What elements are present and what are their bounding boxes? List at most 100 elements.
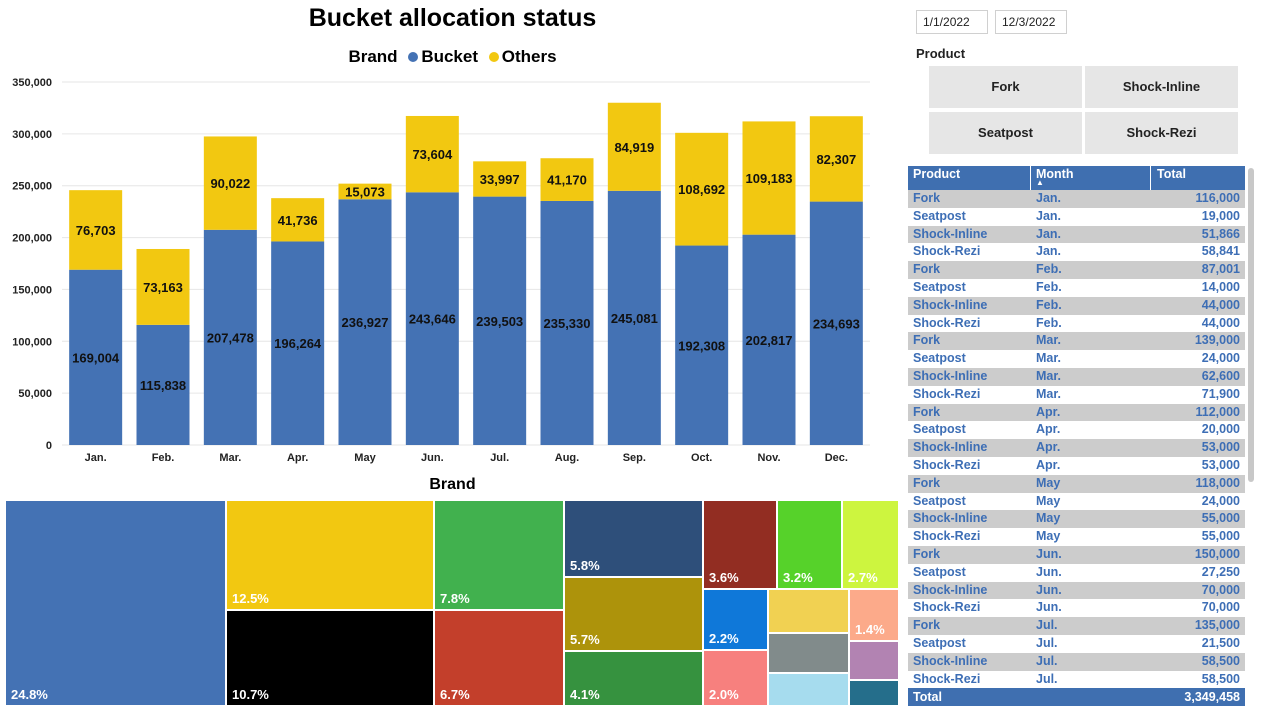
- bar-bucket[interactable]: [405, 192, 459, 445]
- treemap-tile[interactable]: [768, 673, 849, 706]
- bar-bucket[interactable]: [809, 201, 863, 445]
- treemap-tile[interactable]: 1.4%: [849, 589, 899, 641]
- treemap-tile[interactable]: 6.7%: [434, 610, 564, 706]
- table-row[interactable]: Seatpost Jun. 27,250: [908, 563, 1245, 582]
- product-month-table[interactable]: Product Month ▲ Total Fork Jan. 116,000 Sea…: [908, 166, 1245, 706]
- table-row[interactable]: Fork May 118,000: [908, 474, 1245, 493]
- data-label-bucket: 235,330: [544, 316, 591, 331]
- treemap-tile[interactable]: [768, 589, 849, 633]
- table-row[interactable]: Fork Jul. 135,000: [908, 617, 1245, 635]
- table-row[interactable]: Fork Feb. 87,001: [908, 261, 1245, 279]
- bar-others[interactable]: [809, 116, 863, 202]
- treemap-tile-label: 5.8%: [570, 558, 600, 573]
- column-header-total[interactable]: Total: [1157, 167, 1186, 181]
- treemap-tile[interactable]: 5.7%: [564, 577, 703, 651]
- table-row[interactable]: Shock-Inline Feb. 44,000: [908, 296, 1245, 315]
- table-row[interactable]: Shock-Inline Jan. 51,866: [908, 225, 1245, 244]
- table-scrollbar[interactable]: [1248, 168, 1254, 482]
- table-row[interactable]: Fork Jan. 116,000: [908, 190, 1245, 208]
- treemap-tile[interactable]: 7.8%: [434, 500, 564, 610]
- table-row[interactable]: Shock-Rezi Mar. 71,900: [908, 385, 1245, 404]
- cell-total: 58,500: [1201, 671, 1240, 686]
- treemap-tile[interactable]: 2.7%: [842, 500, 899, 589]
- bar-bucket[interactable]: [271, 241, 325, 445]
- table-row[interactable]: Shock-Rezi Jun. 70,000: [908, 599, 1245, 618]
- bar-bucket[interactable]: [742, 234, 796, 445]
- treemap-tile[interactable]: [849, 641, 899, 680]
- treemap-tile[interactable]: [768, 633, 849, 673]
- bar-bucket[interactable]: [540, 200, 594, 445]
- table-row[interactable]: Fork Jun. 150,000: [908, 546, 1245, 564]
- table-row[interactable]: Seatpost May 24,000: [908, 492, 1245, 511]
- table-row[interactable]: Seatpost Feb. 14,000: [908, 279, 1245, 297]
- bar-bucket[interactable]: [203, 229, 257, 445]
- stacked-bar-chart[interactable]: 0 50,000 100,000 150,000 200,000 250,000 300,0…: [0, 70, 905, 470]
- cell-product: Fork: [913, 618, 941, 633]
- bar-others[interactable]: [540, 158, 594, 201]
- treemap-tile[interactable]: 2.0%: [703, 650, 768, 706]
- cell-total: 116,000: [1195, 191, 1241, 205]
- table-row[interactable]: Shock-Inline May 55,000: [908, 510, 1245, 529]
- bar-bucket[interactable]: [675, 245, 729, 445]
- bar-others[interactable]: [742, 121, 796, 235]
- product-button-shock-inline[interactable]: Shock-Inline: [1085, 66, 1238, 108]
- table-row[interactable]: Shock-Rezi Jan. 58,841: [908, 243, 1245, 262]
- table-row[interactable]: Seatpost Jan. 19,000: [908, 207, 1245, 226]
- table-row[interactable]: Seatpost Jul. 21,500: [908, 635, 1245, 653]
- table-row[interactable]: Shock-Rezi Feb. 44,000: [908, 314, 1245, 333]
- cell-total: 112,000: [1195, 404, 1241, 419]
- cell-product: Fork: [913, 404, 941, 419]
- bar-others[interactable]: [405, 115, 459, 193]
- treemap-tile[interactable]: 3.2%: [777, 500, 842, 589]
- product-button-fork[interactable]: Fork: [929, 66, 1082, 108]
- treemap-tile[interactable]: 2.2%: [703, 589, 768, 650]
- table-row[interactable]: Shock-Rezi May 55,000: [908, 528, 1245, 546]
- table-row[interactable]: Shock-Rezi Jul. 58,500: [908, 670, 1245, 689]
- bar-others[interactable]: [473, 161, 527, 197]
- bar-others[interactable]: [338, 183, 392, 200]
- table-row[interactable]: Seatpost Mar. 24,000: [908, 350, 1245, 368]
- treemap-tile[interactable]: 5.8%: [564, 500, 703, 577]
- treemap-tile-label: 3.2%: [783, 570, 813, 585]
- table-row[interactable]: Shock-Inline Mar. 62,600: [908, 368, 1245, 386]
- bar-others[interactable]: [136, 248, 190, 325]
- treemap-tile[interactable]: 10.7%: [226, 610, 434, 706]
- bar-bucket[interactable]: [69, 269, 123, 445]
- table-row[interactable]: Seatpost Apr. 20,000: [908, 421, 1245, 440]
- bar-others[interactable]: [675, 132, 729, 246]
- table-row[interactable]: Shock-Inline Jun. 70,000: [908, 581, 1245, 600]
- bar-others[interactable]: [607, 102, 661, 191]
- table-row[interactable]: Shock-Inline Jul. 58,500: [908, 652, 1245, 671]
- data-label-others: 82,307: [816, 152, 856, 167]
- table-row[interactable]: Fork Apr. 112,000: [908, 403, 1245, 422]
- data-label-bucket: 192,308: [678, 338, 725, 353]
- data-label-bucket: 239,503: [476, 314, 523, 329]
- table-row[interactable]: Shock-Rezi Apr. 53,000: [908, 457, 1245, 475]
- bar-bucket[interactable]: [607, 190, 661, 445]
- bar-bucket[interactable]: [473, 196, 527, 445]
- column-header-month[interactable]: Month: [1036, 167, 1074, 181]
- treemap-tile[interactable]: 12.5%: [226, 500, 434, 610]
- legend-item-bucket[interactable]: Bucket: [408, 47, 478, 67]
- treemap-tile[interactable]: 24.8%: [5, 500, 226, 706]
- product-button-shock-rezi[interactable]: Shock-Rezi: [1085, 112, 1238, 154]
- bar-others[interactable]: [203, 136, 257, 230]
- bar-bucket[interactable]: [136, 324, 190, 445]
- treemap-tile[interactable]: 3.6%: [703, 500, 777, 589]
- cell-product: Seatpost: [913, 422, 966, 437]
- product-button-seatpost[interactable]: Seatpost: [929, 112, 1082, 154]
- table-row[interactable]: Shock-Inline Apr. 53,000: [908, 439, 1245, 457]
- legend-item-others[interactable]: Others: [488, 47, 557, 67]
- bar-others[interactable]: [271, 198, 325, 242]
- start-date-input[interactable]: 1/1/2022: [916, 10, 988, 34]
- column-header-product[interactable]: Product: [913, 167, 961, 181]
- bar-bucket[interactable]: [338, 199, 392, 445]
- bar-others[interactable]: [69, 190, 123, 270]
- data-label-others: 90,022: [210, 176, 250, 191]
- y-tick-label: 200,000: [12, 233, 52, 245]
- end-date-input[interactable]: 12/3/2022: [995, 10, 1067, 34]
- table-row[interactable]: Fork Mar. 139,000: [908, 332, 1245, 351]
- treemap-tile[interactable]: [849, 680, 899, 706]
- brand-treemap[interactable]: 24.8% 12.5% 10.7% 7.8% 6.7% 5.8% 5.7% 4.1% 3.6% 3…: [5, 500, 899, 706]
- treemap-tile[interactable]: 4.1%: [564, 651, 703, 706]
